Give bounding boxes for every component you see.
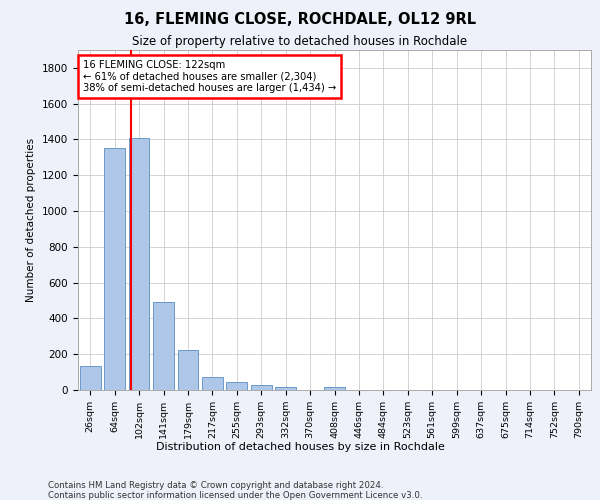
Bar [226,382,247,390]
Bar [275,388,296,390]
Text: 16, FLEMING CLOSE, ROCHDALE, OL12 9RL: 16, FLEMING CLOSE, ROCHDALE, OL12 9RL [124,12,476,28]
Y-axis label: Number of detached properties: Number of detached properties [26,138,37,302]
Text: Size of property relative to detached houses in Rochdale: Size of property relative to detached ho… [133,35,467,48]
Text: Contains public sector information licensed under the Open Government Licence v3: Contains public sector information licen… [48,491,422,500]
Bar [80,366,101,390]
Text: 16 FLEMING CLOSE: 122sqm
← 61% of detached houses are smaller (2,304)
38% of sem: 16 FLEMING CLOSE: 122sqm ← 61% of detach… [83,60,337,94]
Text: Distribution of detached houses by size in Rochdale: Distribution of detached houses by size … [155,442,445,452]
Bar [202,376,223,390]
Bar [324,387,345,390]
Bar [128,138,149,390]
Bar [153,302,174,390]
Bar [251,385,272,390]
Bar [104,148,125,390]
Text: Contains HM Land Registry data © Crown copyright and database right 2024.: Contains HM Land Registry data © Crown c… [48,481,383,490]
Bar [178,350,199,390]
